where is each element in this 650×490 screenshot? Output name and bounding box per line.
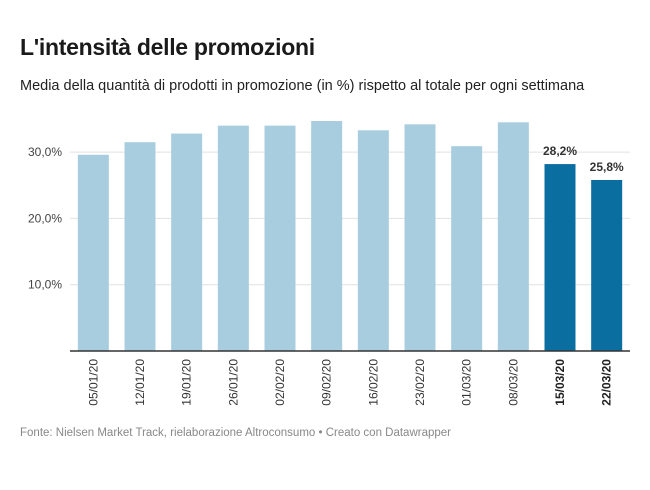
x-tick-label: 15/03/20 xyxy=(553,359,567,406)
bars xyxy=(77,120,623,351)
bar xyxy=(217,125,249,351)
bar xyxy=(451,146,483,351)
x-tick-label: 01/03/20 xyxy=(460,359,474,406)
x-tick-label: 22/03/20 xyxy=(600,359,614,406)
bar xyxy=(124,142,156,351)
y-tick-label: 10,0% xyxy=(28,278,62,292)
source-footer: Fonte: Nielsen Market Track, rielaborazi… xyxy=(20,427,452,439)
x-tick-label: 12/01/20 xyxy=(133,359,147,406)
data-label: 28,2% xyxy=(543,144,577,158)
x-tick-label: 19/01/20 xyxy=(180,359,194,406)
gridlines xyxy=(70,151,630,286)
bar xyxy=(171,133,203,351)
x-tick-label: 05/01/20 xyxy=(86,359,100,406)
bar xyxy=(497,122,529,351)
x-tick-label: 09/02/20 xyxy=(320,359,334,406)
bar xyxy=(404,124,436,351)
bar xyxy=(544,164,576,351)
bar xyxy=(311,120,343,351)
x-tick-label: 02/02/20 xyxy=(273,359,287,406)
x-tick-label: 23/02/20 xyxy=(413,359,427,406)
y-tick-label: 30,0% xyxy=(28,145,62,159)
chart-title: L'intensità delle promozioni xyxy=(20,34,315,60)
x-tick-label: 16/02/20 xyxy=(366,359,380,406)
bar xyxy=(77,154,109,351)
x-tick-label: 26/01/20 xyxy=(226,359,240,406)
bar-chart: 10,0% 20,0% 30,0% 05/01/20 12/01/20 19/01/20 2… xyxy=(28,120,630,406)
y-tick-label: 20,0% xyxy=(28,211,62,225)
bar xyxy=(264,125,296,351)
bar xyxy=(591,179,623,351)
data-label: 25,8% xyxy=(590,160,624,174)
chart-subtitle: Media della quantità di prodotti in prom… xyxy=(20,78,585,94)
labels: 10,0% 20,0% 30,0% 05/01/20 12/01/20 19/01/20 2… xyxy=(28,144,624,406)
x-tick-label: 08/03/20 xyxy=(506,359,520,406)
bar xyxy=(357,130,389,351)
